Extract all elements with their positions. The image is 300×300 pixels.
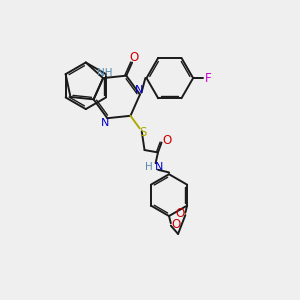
Text: S: S — [139, 126, 146, 139]
Text: N: N — [155, 162, 163, 172]
Text: H: H — [145, 162, 153, 172]
Text: O: O — [172, 218, 181, 231]
Text: O: O — [130, 51, 139, 64]
Text: NH: NH — [97, 68, 112, 78]
Text: N: N — [101, 118, 109, 128]
Text: N: N — [135, 85, 144, 95]
Text: O: O — [162, 134, 172, 147]
Text: F: F — [205, 72, 212, 85]
Text: O: O — [175, 207, 184, 220]
